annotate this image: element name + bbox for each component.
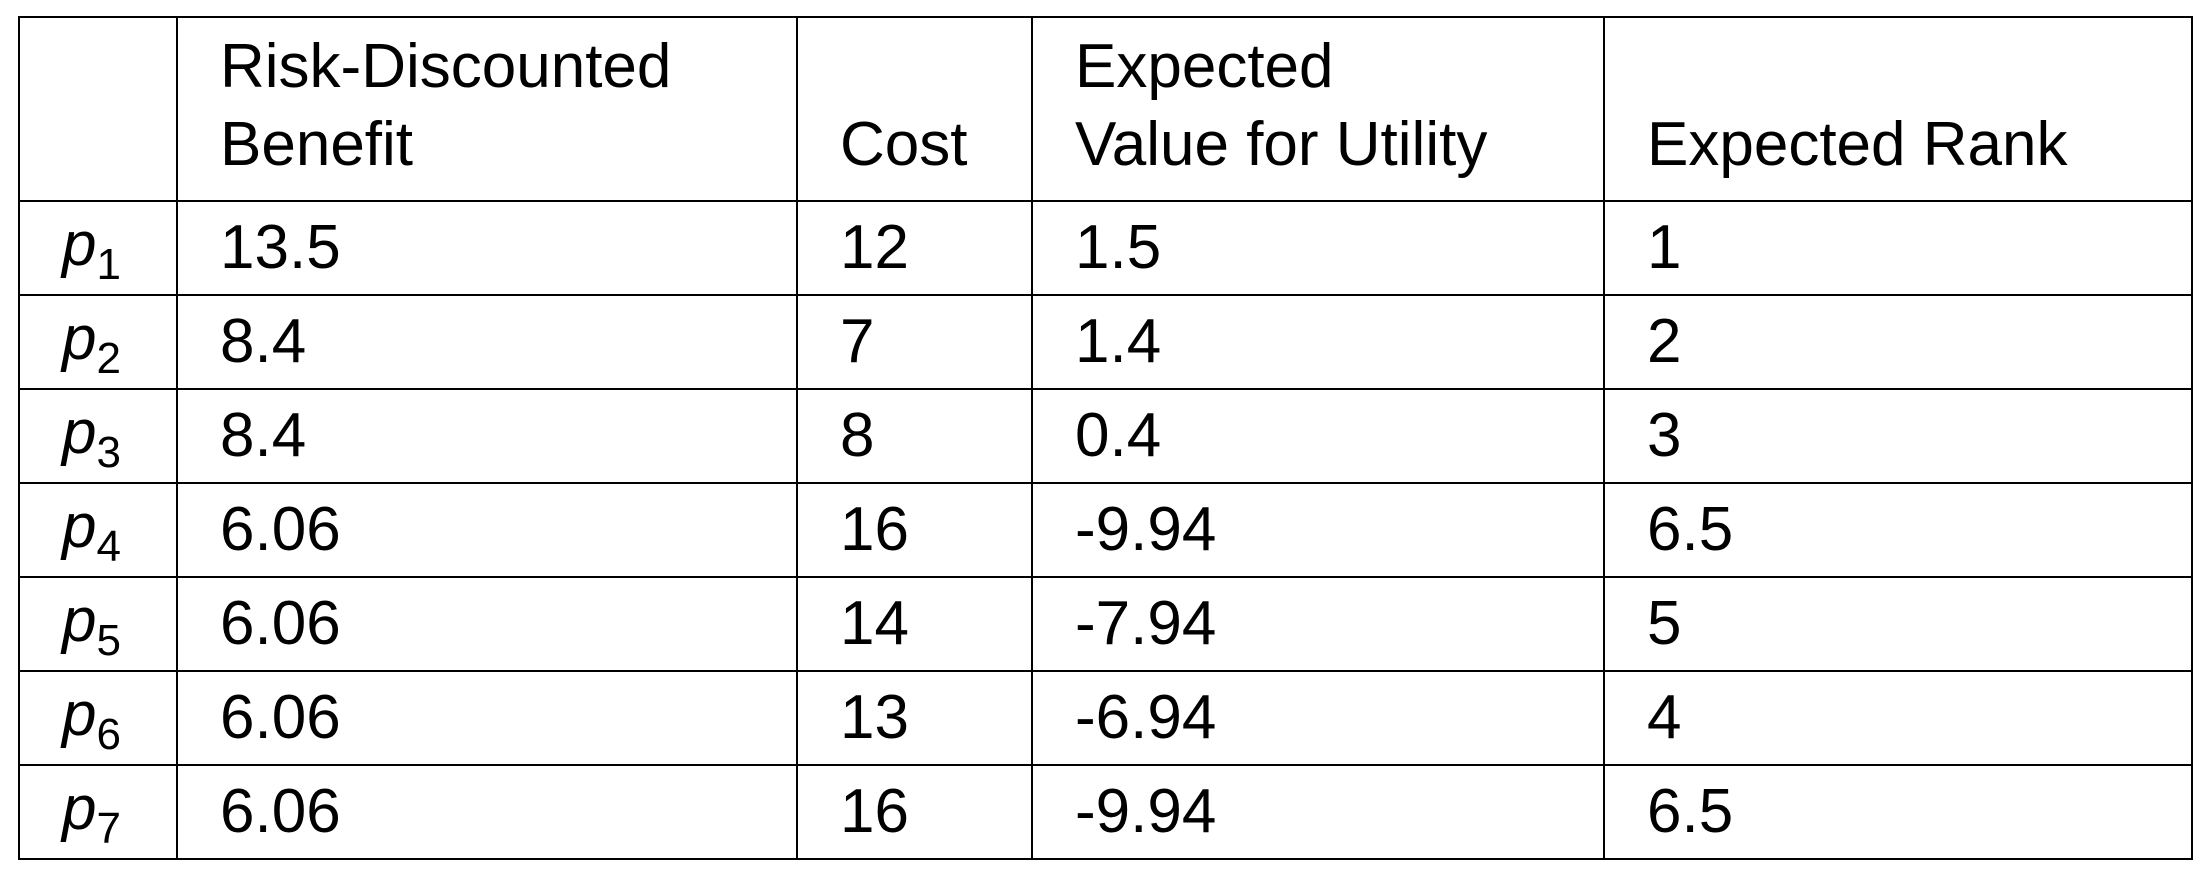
row-symbol: p (62, 492, 97, 561)
benefit-cell: 6.06 (176, 670, 798, 766)
table-row: p3 8.4 8 0.4 3 (18, 388, 2193, 484)
expected-value-cell: -6.94 (1031, 670, 1605, 766)
header-row: Risk-Discounted Benefit Cost Expected Va… (18, 16, 2193, 202)
row-subscript: 3 (96, 428, 121, 477)
table-row: p6 6.06 13 -6.94 4 (18, 670, 2193, 766)
row-label: p2 (18, 294, 178, 390)
benefit-cell: 6.06 (176, 764, 798, 860)
row-symbol: p (62, 398, 97, 467)
header-benefit-line-1: Risk-Discounted (220, 32, 672, 101)
expected-rank-cell: 4 (1603, 670, 2193, 766)
row-label: p4 (18, 482, 178, 578)
expected-rank-cell: 6.5 (1603, 764, 2193, 860)
expected-value-cell: -9.94 (1031, 482, 1605, 578)
expected-value-cell: -9.94 (1031, 764, 1605, 860)
benefit-cell: 13.5 (176, 200, 798, 296)
cost-cell: 16 (796, 482, 1033, 578)
row-subscript: 7 (96, 804, 121, 853)
header-rank-line-2: Expected Rank (1647, 110, 2068, 179)
row-symbol: p (62, 210, 97, 279)
benefit-cell: 6.06 (176, 576, 798, 672)
header-cell-expected-value: Expected Value for Utility (1031, 16, 1605, 202)
cost-cell: 13 (796, 670, 1033, 766)
row-subscript: 4 (96, 522, 121, 571)
table-row: p1 13.5 12 1.5 1 (18, 200, 2193, 296)
cost-cell: 12 (796, 200, 1033, 296)
row-subscript: 1 (96, 240, 121, 289)
expected-rank-cell: 5 (1603, 576, 2193, 672)
benefit-cell: 8.4 (176, 294, 798, 390)
row-label: p5 (18, 576, 178, 672)
header-cell-empty (18, 16, 178, 202)
expected-rank-cell: 1 (1603, 200, 2193, 296)
row-symbol: p (62, 586, 97, 655)
expected-value-cell: -7.94 (1031, 576, 1605, 672)
row-symbol: p (62, 304, 97, 373)
cost-cell: 16 (796, 764, 1033, 860)
cost-cell: 8 (796, 388, 1033, 484)
table-row: p5 6.06 14 -7.94 5 (18, 576, 2193, 672)
results-table: Risk-Discounted Benefit Cost Expected Va… (18, 16, 2193, 860)
row-symbol: p (62, 774, 97, 843)
expected-rank-cell: 6.5 (1603, 482, 2193, 578)
table-container: Risk-Discounted Benefit Cost Expected Va… (18, 16, 2193, 860)
cost-cell: 7 (796, 294, 1033, 390)
header-cost-line-2: Cost (840, 110, 968, 179)
row-label: p7 (18, 764, 178, 860)
benefit-cell: 6.06 (176, 482, 798, 578)
expected-value-cell: 1.4 (1031, 294, 1605, 390)
header-benefit-line-2: Benefit (220, 110, 414, 179)
cost-cell: 14 (796, 576, 1033, 672)
row-subscript: 6 (96, 710, 121, 759)
row-symbol: p (62, 680, 97, 749)
header-cell-benefit: Risk-Discounted Benefit (176, 16, 798, 202)
table-row: p7 6.06 16 -9.94 6.5 (18, 764, 2193, 860)
header-value-line-2: Value for Utility (1075, 110, 1488, 179)
header-cell-cost: Cost (796, 16, 1033, 202)
header-cell-expected-rank: Expected Rank (1603, 16, 2193, 202)
row-label: p6 (18, 670, 178, 766)
expected-value-cell: 1.5 (1031, 200, 1605, 296)
row-label: p3 (18, 388, 178, 484)
table-row: p4 6.06 16 -9.94 6.5 (18, 482, 2193, 578)
expected-rank-cell: 2 (1603, 294, 2193, 390)
header-value-line-1: Expected (1075, 32, 1334, 101)
expected-value-cell: 0.4 (1031, 388, 1605, 484)
row-subscript: 5 (96, 616, 121, 665)
benefit-cell: 8.4 (176, 388, 798, 484)
row-label: p1 (18, 200, 178, 296)
row-subscript: 2 (96, 334, 121, 383)
table-row: p2 8.4 7 1.4 2 (18, 294, 2193, 390)
expected-rank-cell: 3 (1603, 388, 2193, 484)
